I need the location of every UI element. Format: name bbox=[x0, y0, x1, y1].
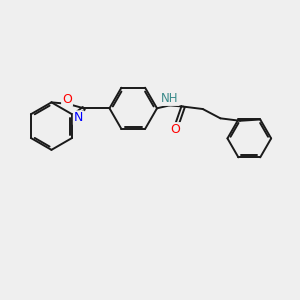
Text: N: N bbox=[74, 111, 83, 124]
Text: O: O bbox=[171, 123, 181, 136]
Text: NH: NH bbox=[161, 92, 179, 105]
Text: O: O bbox=[62, 93, 72, 106]
